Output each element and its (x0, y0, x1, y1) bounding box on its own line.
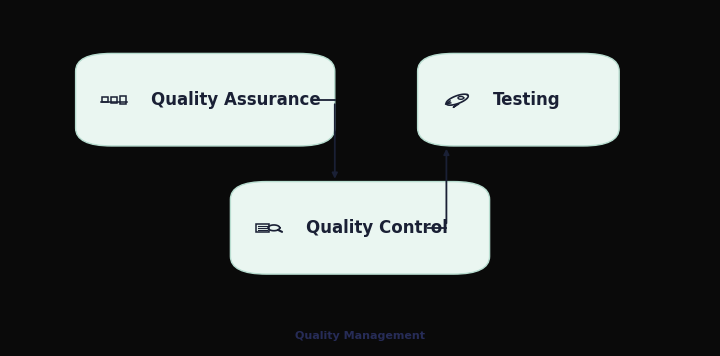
FancyBboxPatch shape (230, 182, 490, 274)
FancyBboxPatch shape (418, 53, 619, 146)
Text: Quality Assurance: Quality Assurance (151, 91, 321, 109)
Text: Testing: Testing (493, 91, 561, 109)
Text: Quality Management: Quality Management (295, 331, 425, 341)
Bar (256, 224, 269, 232)
Text: Quality Control: Quality Control (306, 219, 448, 237)
Bar (102, 97, 108, 101)
Bar (111, 97, 117, 103)
Bar (120, 96, 126, 104)
FancyBboxPatch shape (76, 53, 335, 146)
